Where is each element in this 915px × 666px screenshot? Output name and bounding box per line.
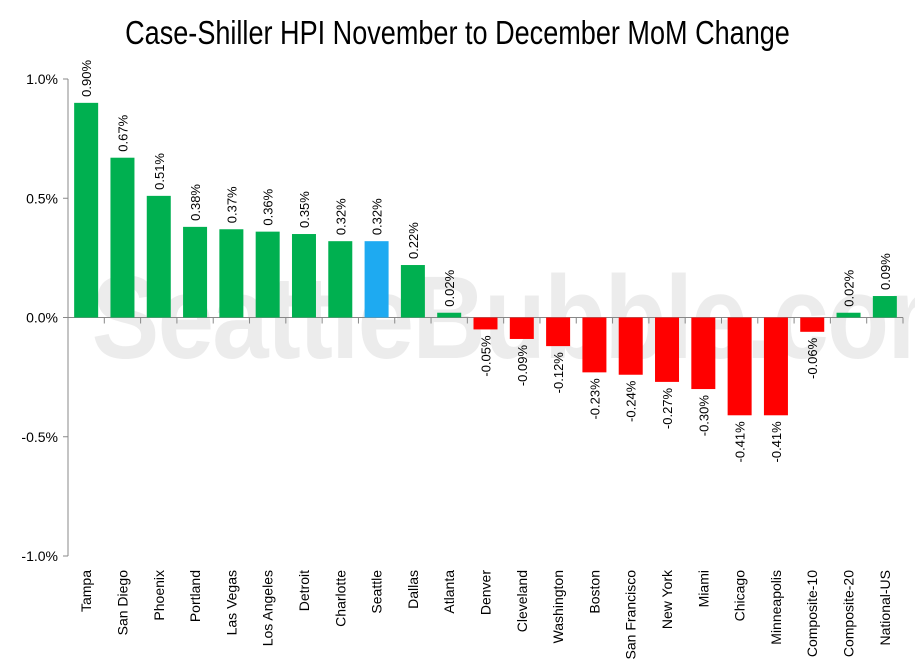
- x-tick-label: Chicago: [732, 570, 748, 622]
- x-tick-label: Washington: [550, 570, 566, 643]
- data-label: 0.32%: [370, 198, 385, 235]
- bar: [110, 157, 135, 318]
- x-tick-label: Tampa: [78, 570, 94, 612]
- bar: [727, 317, 752, 416]
- y-tick-label: 0.0%: [26, 310, 58, 326]
- chart-title: Case-Shiller HPI November to December Mo…: [125, 14, 790, 51]
- data-label: 0.02%: [442, 269, 457, 306]
- bar: [800, 317, 825, 332]
- x-tick-label: Composite-20: [841, 570, 857, 657]
- bar: [400, 265, 425, 318]
- y-tick-label: -1.0%: [21, 548, 58, 564]
- x-tick-label: National-US: [877, 570, 893, 645]
- bar: [691, 317, 716, 390]
- bar: [328, 241, 353, 318]
- x-tick-label: San Diego: [114, 570, 130, 636]
- data-label: 0.67%: [115, 114, 130, 151]
- x-tick-label: Los Angeles: [260, 570, 276, 646]
- x-tick-label: Cleveland: [514, 570, 530, 632]
- bar: [146, 195, 171, 318]
- data-label: -0.41%: [733, 421, 748, 463]
- data-label: 0.51%: [152, 153, 167, 190]
- x-tick-label: Miami: [695, 570, 711, 607]
- bar: [872, 296, 897, 318]
- data-label: -0.12%: [551, 352, 566, 394]
- data-label: 0.09%: [878, 253, 893, 290]
- bar: [437, 312, 462, 318]
- data-label: -0.41%: [769, 421, 784, 463]
- data-label: -0.24%: [624, 380, 639, 422]
- x-tick-label: Denver: [478, 570, 494, 615]
- bar: [219, 229, 244, 318]
- data-label: -0.27%: [660, 387, 675, 429]
- data-label: -0.05%: [479, 335, 494, 377]
- bar: [618, 317, 643, 375]
- bar: [473, 317, 498, 330]
- data-label: 0.36%: [261, 188, 276, 225]
- x-tick-label: San Francisco: [623, 570, 639, 660]
- bar: [763, 317, 788, 416]
- bar: [836, 312, 861, 318]
- x-tick-label: Phoenix: [151, 570, 167, 621]
- x-tick-label: Seattle: [369, 570, 385, 614]
- bar: [509, 317, 534, 339]
- data-label: -0.30%: [696, 395, 711, 437]
- data-label: 0.37%: [224, 186, 239, 223]
- data-label: 0.32%: [333, 198, 348, 235]
- bar: [291, 234, 316, 318]
- data-label: -0.06%: [805, 337, 820, 379]
- data-label: 0.35%: [297, 191, 312, 228]
- x-tick-label: New York: [659, 569, 675, 629]
- bar: [183, 226, 208, 318]
- data-label: -0.23%: [587, 378, 602, 420]
- bar: [546, 317, 571, 347]
- bar: [582, 317, 607, 373]
- x-tick-label: Las Vegas: [223, 570, 239, 635]
- x-tick-label: Boston: [586, 570, 602, 614]
- y-tick-label: 1.0%: [26, 71, 58, 87]
- data-label: 0.22%: [406, 222, 421, 259]
- data-label: 0.38%: [188, 184, 203, 221]
- x-tick-label: Detroit: [296, 570, 312, 611]
- data-label: 0.02%: [842, 269, 857, 306]
- x-tick-label: Charlotte: [332, 570, 348, 627]
- bar: [74, 102, 99, 318]
- x-tick-label: Dallas: [405, 570, 421, 609]
- x-tick-label: Minneapolis: [768, 570, 784, 645]
- x-tick-label: Composite-10: [804, 570, 820, 657]
- y-tick-label: 0.5%: [26, 190, 58, 206]
- data-label: 0.90%: [79, 60, 94, 97]
- x-tick-label: Atlanta: [441, 570, 457, 614]
- y-tick-label: -0.5%: [21, 429, 58, 445]
- x-tick-label: Portland: [187, 570, 203, 622]
- bar: [255, 231, 280, 318]
- bar: [655, 317, 680, 382]
- bar: [364, 241, 389, 318]
- data-label: -0.09%: [515, 345, 530, 387]
